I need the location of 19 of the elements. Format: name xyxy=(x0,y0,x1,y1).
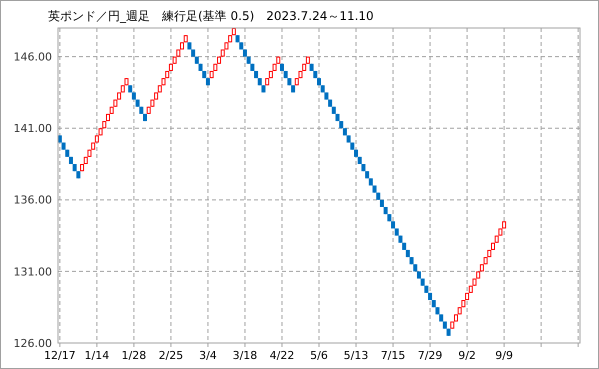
x-tick-label: 5/13 xyxy=(344,349,368,362)
x-tick-label: 4/22 xyxy=(270,349,294,362)
y-tick-label: 141.00 xyxy=(14,122,52,136)
x-tick-label: 12/17 xyxy=(44,349,76,362)
y-tick-label: 146.00 xyxy=(14,50,52,64)
y-tick-label: 126.00 xyxy=(14,336,52,350)
x-tick-label: 1/28 xyxy=(122,349,146,362)
y-tick-label: 131.00 xyxy=(14,265,52,278)
x-tick-label: 3/18 xyxy=(232,349,258,362)
x-tick-label: 9/9 xyxy=(495,349,513,362)
x-tick-label: 1/14 xyxy=(84,349,110,362)
x-tick-label: 7/15 xyxy=(380,349,406,362)
x-tick-label: 9/2 xyxy=(458,349,476,362)
x-tick-label: 7/29 xyxy=(418,349,442,362)
x-tick-label: 3/4 xyxy=(199,349,217,362)
chart-title: 英ポンド／円_週足 練行足(基準 0.5) 2023.7.24～11.10 xyxy=(48,9,374,23)
y-tick-label: 136.00 xyxy=(14,194,52,207)
x-tick-label: 2/25 xyxy=(158,349,184,362)
x-tick-label: 5/6 xyxy=(310,349,328,362)
